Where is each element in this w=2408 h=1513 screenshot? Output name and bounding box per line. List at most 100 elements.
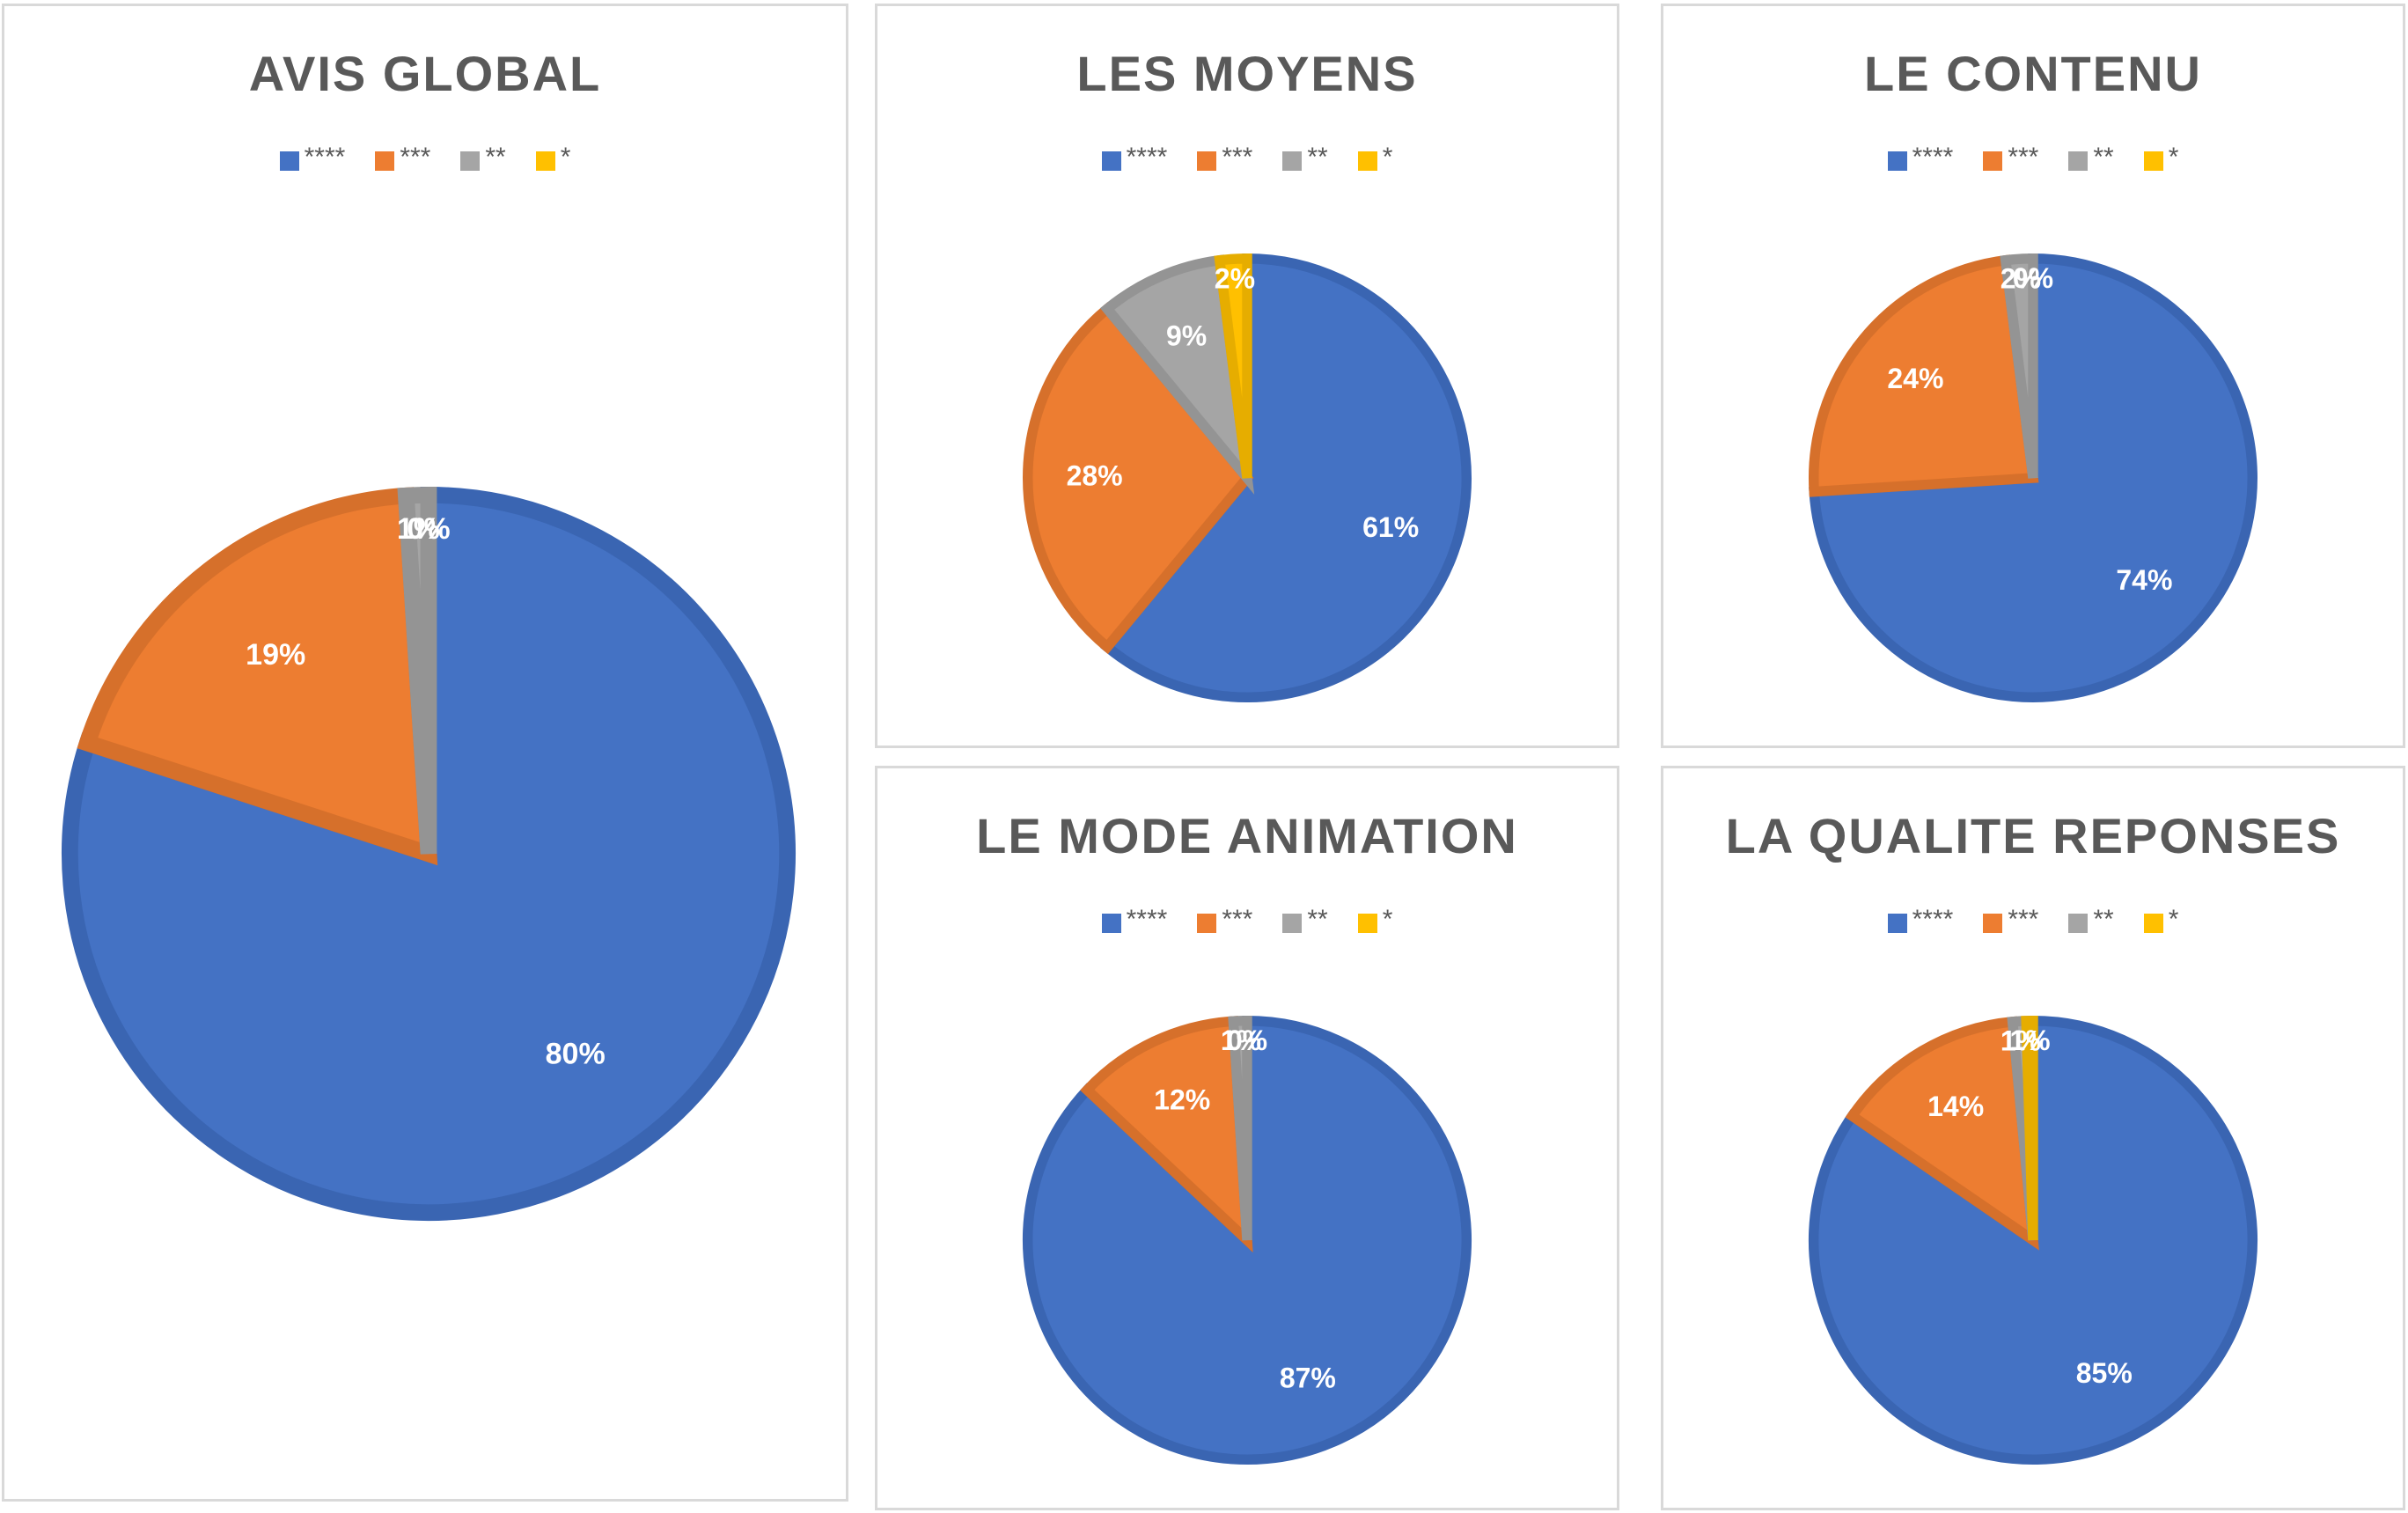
legend-swatch [460,151,481,171]
chart-legend: **** *** ** * [4,143,846,172]
data-label: 1% [2001,1025,2041,1056]
legend-item: *** [1983,907,2038,933]
legend-item: **** [1887,907,1953,933]
legend-item: *** [1197,907,1252,933]
chart-legend: **** *** ** * [877,143,1617,172]
chart-title: LE MODE ANIMATION [976,808,1518,863]
legend-swatch [1357,151,1377,171]
pie-slice [397,487,437,855]
legend-label: *** [400,143,431,172]
pie-chart: 87% 12% 1%0% [1023,1015,1472,1465]
data-label: 19% [246,638,305,672]
pie-slice [2000,253,2038,479]
pie-chart: 80% 19% 1%0% [62,486,796,1221]
legend-item: **** [279,143,346,172]
data-label: 2% [2001,262,2041,294]
data-label: 9% [1166,319,1207,351]
legend-swatch [535,151,555,171]
data-label: 0% [2013,262,2053,294]
data-label: 1% [2009,1025,2050,1056]
data-label: 0% [1227,1025,1267,1056]
data-label: 12% [1154,1084,1210,1116]
legend-swatch [1197,914,1217,933]
legend-swatch [2143,914,2163,933]
pie-slice [1023,301,1254,655]
pie-chart: 61% 28% 9%2% [1023,253,1472,702]
legend-item: ** [1282,907,1328,933]
pie-slice [1080,1016,1253,1253]
legend-label: ** [2093,905,2114,934]
chart-legend: **** *** ** * [877,907,1617,933]
legend-swatch [1887,151,1907,171]
legend-label: ** [485,143,506,172]
data-label: 80% [546,1037,606,1070]
pie-slice [1100,254,1255,495]
legend-swatch [1357,914,1377,933]
legend-swatch [1282,151,1303,171]
legend-swatch [375,151,395,171]
legend-label: * [1382,905,1393,934]
pie-slice [1809,254,2039,497]
legend-label: **** [1126,905,1168,934]
legend-item: **** [1101,143,1168,172]
pie-chart: 74% 24% 2%0% [1809,253,2258,702]
legend-label: **** [1126,143,1168,172]
legend-swatch [1101,914,1121,933]
chart-panel-la-qualite-reponses: LA QUALITE REPONSES **** *** ** * 85% 14% 1% 1… [1661,766,2405,1510]
chart-title: AVIS GLOBAL [248,46,602,101]
pie-slice [1228,1015,1252,1241]
legend-label: **** [1912,143,1954,172]
data-label: 87% [1280,1362,1336,1394]
chart-panel-avis-global: AVIS GLOBAL **** *** ** * 80% 19% 1% 0% [2,4,848,1502]
legend-swatch [1197,151,1217,171]
legend-item: ** [1282,143,1328,172]
legend-swatch [1101,151,1121,171]
data-label: 2% [1215,262,1255,294]
data-label: 14% [1927,1091,1984,1122]
chart-panel-le-contenu: LE CONTENU **** *** ** * 74% 24% 2% 0% [1661,4,2405,748]
legend-swatch [2068,151,2089,171]
chart-panel-les-moyens: LES MOYENS **** *** ** * 61% 28% 9% 2% [875,4,1619,748]
chart-title: LE CONTENU [1864,46,2202,101]
data-label: 61% [1362,511,1419,543]
data-label: 28% [1067,459,1123,491]
legend-item: * [2143,907,2178,933]
legend-label: *** [1222,143,1253,172]
legend-item: * [1357,907,1392,933]
legend-item: ** [2068,143,2114,172]
chart-title: LA QUALITE REPONSES [1725,808,2341,863]
pie-slice [1100,253,1472,702]
pie-chart: 85% 14% 1%1% [1809,1015,2258,1465]
legend-label: ** [1307,143,1328,172]
legend-item: *** [1983,144,2038,171]
legend-label: *** [2008,905,2039,934]
legend-item: * [535,144,570,171]
data-label: 85% [2076,1357,2133,1389]
legend-label: ** [1307,905,1328,934]
legend-label: * [2168,143,2179,172]
chart-panel-le-mode-animation: LE MODE ANIMATION **** *** ** * 87% 12% 1% 0% [875,766,1619,1510]
pie-slice [2021,1015,2038,1241]
legend-swatch [2143,151,2163,171]
chart-title: LES MOYENS [1076,46,1418,101]
legend-label: ** [2093,143,2114,172]
legend-item: *** [1197,143,1253,172]
pie-slice [1845,1016,2039,1251]
legend-item: **** [1101,907,1167,933]
legend-label: * [1382,143,1393,172]
legend-label: **** [304,143,346,172]
pie-slice [1214,253,1252,479]
legend-label: * [2168,905,2179,934]
legend-item: ** [2068,907,2114,933]
chart-legend: **** *** ** * [1663,143,2403,172]
legend-label: *** [1222,905,1253,934]
data-label: 0% [407,512,450,546]
legend-swatch [279,151,299,171]
legend-label: **** [1912,905,1954,934]
chart-legend: **** *** ** * [1663,907,2403,933]
legend-swatch [1887,914,1907,933]
legend-swatch [1983,151,2003,171]
data-label: 74% [2116,564,2172,596]
legend-swatch [1983,914,2003,933]
pie-slice [77,487,438,866]
